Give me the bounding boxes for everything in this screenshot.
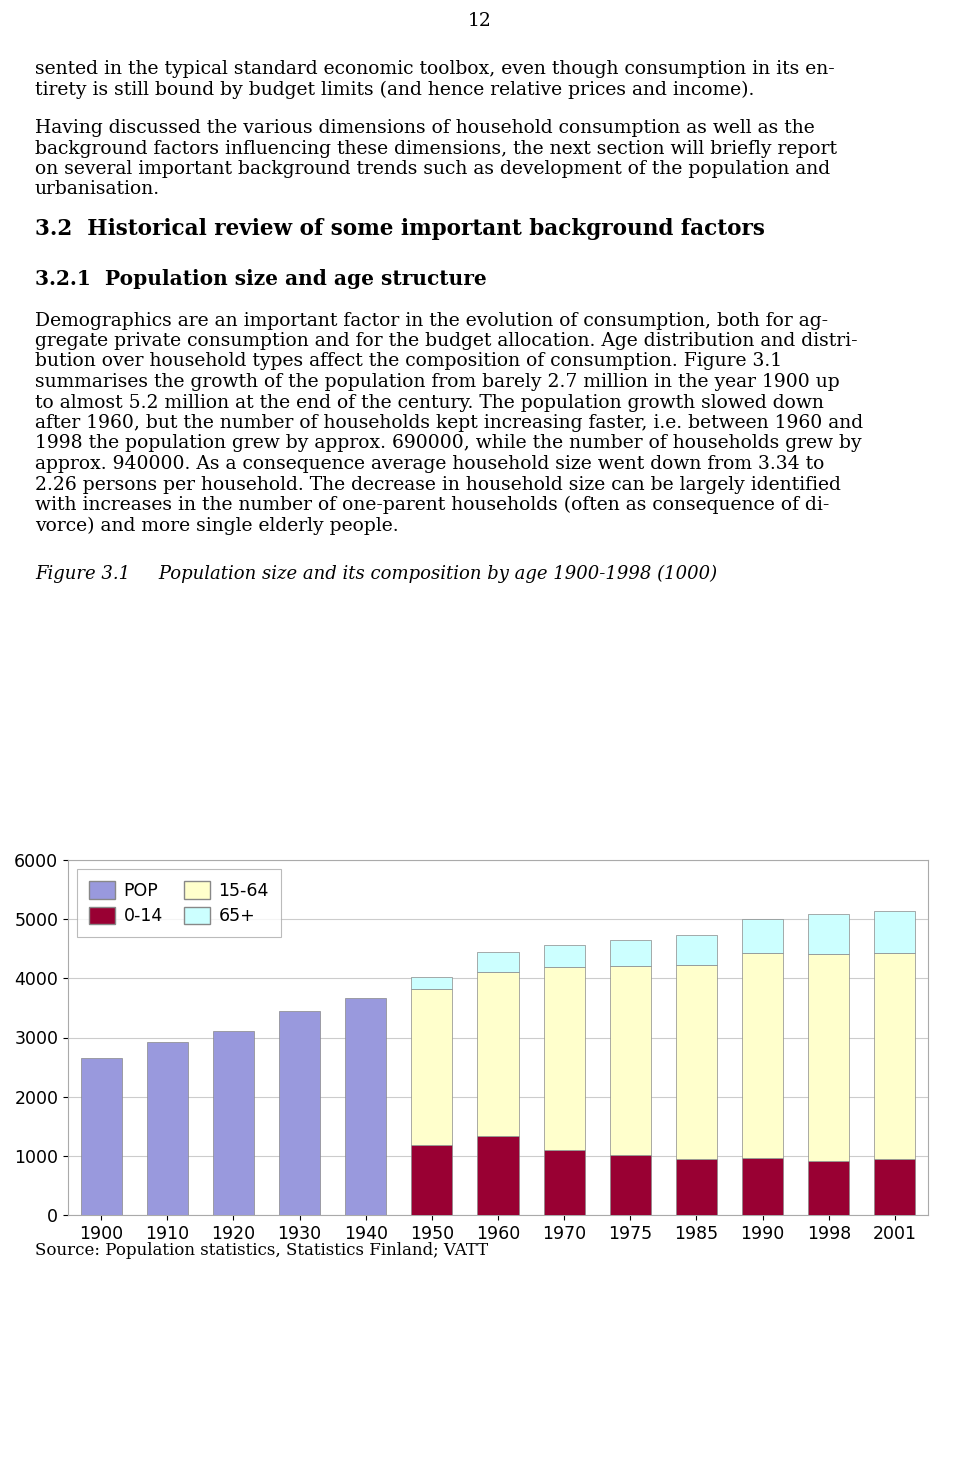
- Bar: [742, 953, 783, 1158]
- Bar: [346, 997, 386, 1215]
- Bar: [543, 967, 585, 1150]
- Legend: POP, 0-14, 15-64, 65+: POP, 0-14, 15-64, 65+: [77, 869, 281, 937]
- Bar: [676, 934, 717, 965]
- Bar: [610, 1155, 651, 1215]
- Text: 2.26 persons per household. The decrease in household size can be largely identi: 2.26 persons per household. The decrease…: [35, 476, 841, 493]
- Text: 12: 12: [468, 12, 492, 31]
- Text: after 1960, but the number of households kept increasing faster, i.e. between 19: after 1960, but the number of households…: [35, 415, 863, 432]
- Text: Source: Population statistics, Statistics Finland; VATT: Source: Population statistics, Statistic…: [35, 1242, 488, 1259]
- Text: vorce) and more single elderly people.: vorce) and more single elderly people.: [35, 517, 398, 534]
- Text: approx. 940000. As a consequence average household size went down from 3.34 to: approx. 940000. As a consequence average…: [35, 456, 825, 473]
- Bar: [808, 1161, 850, 1215]
- Bar: [610, 940, 651, 967]
- Bar: [676, 965, 717, 1159]
- Bar: [411, 977, 452, 990]
- Bar: [742, 1158, 783, 1215]
- Bar: [411, 1146, 452, 1215]
- Text: 1998 the population grew by approx. 690000, while the number of households grew : 1998 the population grew by approx. 6900…: [35, 435, 862, 453]
- Bar: [477, 952, 518, 972]
- Text: background factors influencing these dimensions, the next section will briefly r: background factors influencing these dim…: [35, 140, 837, 158]
- Bar: [610, 967, 651, 1155]
- Text: Figure 3.1     Population size and its composition by age 1900-1998 (1000): Figure 3.1 Population size and its compo…: [35, 565, 717, 583]
- Text: Demographics are an important factor in the evolution of consumption, both for a: Demographics are an important factor in …: [35, 311, 828, 330]
- Bar: [477, 1136, 518, 1215]
- Bar: [808, 953, 850, 1161]
- Text: urbanisation.: urbanisation.: [35, 181, 160, 199]
- Bar: [213, 1031, 253, 1215]
- Bar: [411, 990, 452, 1146]
- Bar: [81, 1058, 122, 1215]
- Text: Having discussed the various dimensions of household consumption as well as the: Having discussed the various dimensions …: [35, 120, 815, 137]
- Text: gregate private consumption and for the budget allocation. Age distribution and : gregate private consumption and for the …: [35, 331, 857, 350]
- Bar: [808, 914, 850, 953]
- Text: on several important background trends such as development of the population and: on several important background trends s…: [35, 161, 830, 178]
- Text: bution over household types affect the composition of consumption. Figure 3.1: bution over household types affect the c…: [35, 352, 782, 371]
- Text: tirety is still bound by budget limits (and hence relative prices and income).: tirety is still bound by budget limits (…: [35, 80, 755, 99]
- Bar: [477, 972, 518, 1136]
- Bar: [742, 920, 783, 953]
- Bar: [875, 953, 916, 1159]
- Text: sented in the typical standard economic toolbox, even though consumption in its : sented in the typical standard economic …: [35, 60, 835, 77]
- Bar: [875, 1159, 916, 1215]
- Bar: [543, 945, 585, 967]
- Text: with increases in the number of one-parent households (often as consequence of d: with increases in the number of one-pare…: [35, 496, 829, 514]
- Bar: [875, 911, 916, 953]
- Text: 3.2  Historical review of some important background factors: 3.2 Historical review of some important …: [35, 219, 765, 241]
- Bar: [147, 1041, 188, 1215]
- Text: 3.2.1  Population size and age structure: 3.2.1 Population size and age structure: [35, 269, 487, 289]
- Bar: [676, 1159, 717, 1215]
- Text: to almost 5.2 million at the end of the century. The population growth slowed do: to almost 5.2 million at the end of the …: [35, 394, 824, 412]
- Text: summarises the growth of the population from barely 2.7 million in the year 1900: summarises the growth of the population …: [35, 372, 840, 391]
- Bar: [543, 1150, 585, 1215]
- Bar: [279, 1010, 320, 1215]
